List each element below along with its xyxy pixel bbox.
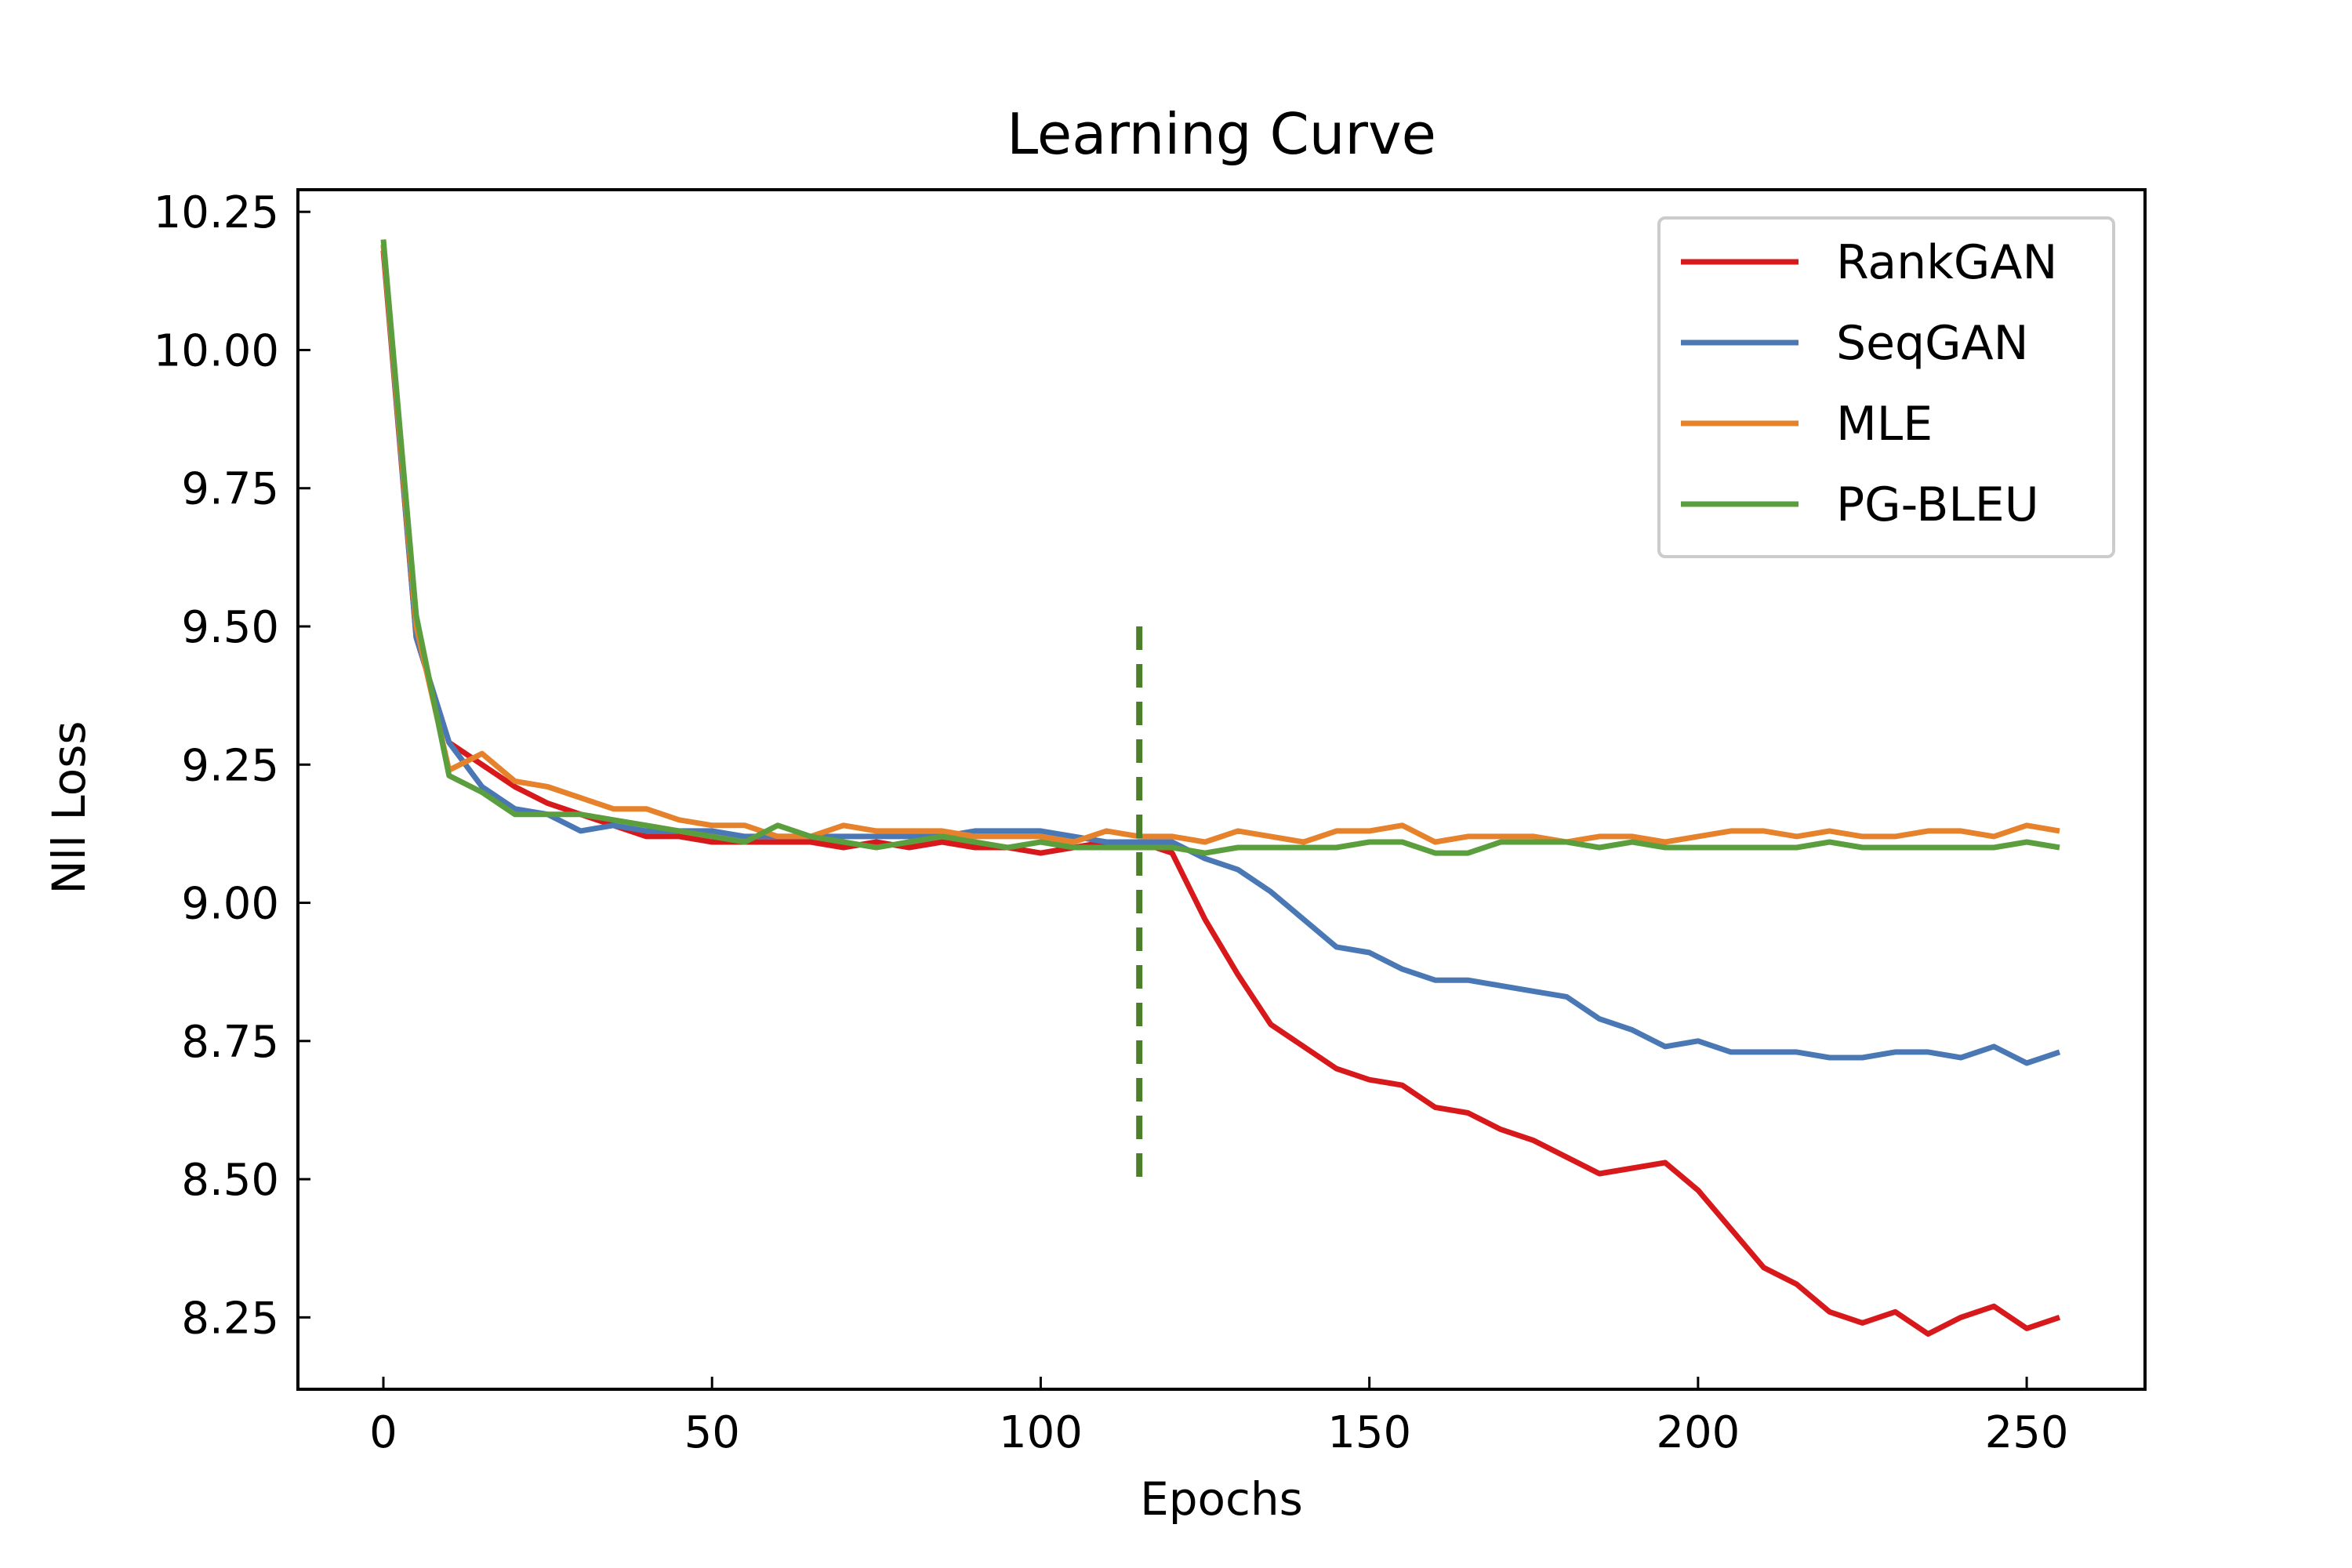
- x-axis-label: Epochs: [1140, 1472, 1303, 1526]
- legend-label: SeqGAN: [1836, 316, 2029, 371]
- legend: RankGAN SeqGAN MLE PG-BLEU: [1657, 216, 2115, 558]
- y-tick-label: 9.50: [181, 602, 279, 653]
- x-tick-label: 200: [1656, 1407, 1740, 1458]
- x-tick-label: 250: [1985, 1407, 2069, 1458]
- legend-label: RankGAN: [1836, 235, 2057, 290]
- series-line-pg-bleu: [380, 239, 2060, 856]
- legend-box: [1657, 216, 2115, 558]
- plot-area: 0 50 100 150 200 250 8.25 8.50 8.75 9.00 9.25 9.50 9…: [154, 187, 2147, 1458]
- legend-label: PG-BLEU: [1836, 477, 2039, 532]
- x-tick-label: 150: [1327, 1407, 1411, 1458]
- y-tick-label: 9.75: [181, 464, 279, 515]
- y-tick-label: 9.25: [181, 740, 279, 791]
- plot-frame: [296, 188, 2147, 1391]
- y-tick-label: 8.50: [181, 1155, 279, 1206]
- legend-label: MLE: [1836, 397, 1933, 452]
- y-tick-label: 10.00: [154, 325, 279, 376]
- series-line-rankgan: [380, 250, 2061, 1337]
- y-tick-label: 9.00: [181, 879, 279, 930]
- y-tick-label: 10.25: [154, 187, 279, 238]
- y-axis-label: Nll Loss: [42, 720, 96, 894]
- series-line-mle: [380, 245, 2060, 845]
- x-tick-label: 0: [369, 1407, 397, 1458]
- x-tick-label: 50: [684, 1407, 740, 1458]
- x-tick-label: 100: [999, 1407, 1083, 1458]
- y-tick-label: 8.25: [181, 1293, 279, 1344]
- series-line-seqgan: [380, 245, 2061, 1066]
- chart-title: Learning Curve: [1007, 101, 1436, 167]
- y-tick-label: 8.75: [181, 1017, 279, 1068]
